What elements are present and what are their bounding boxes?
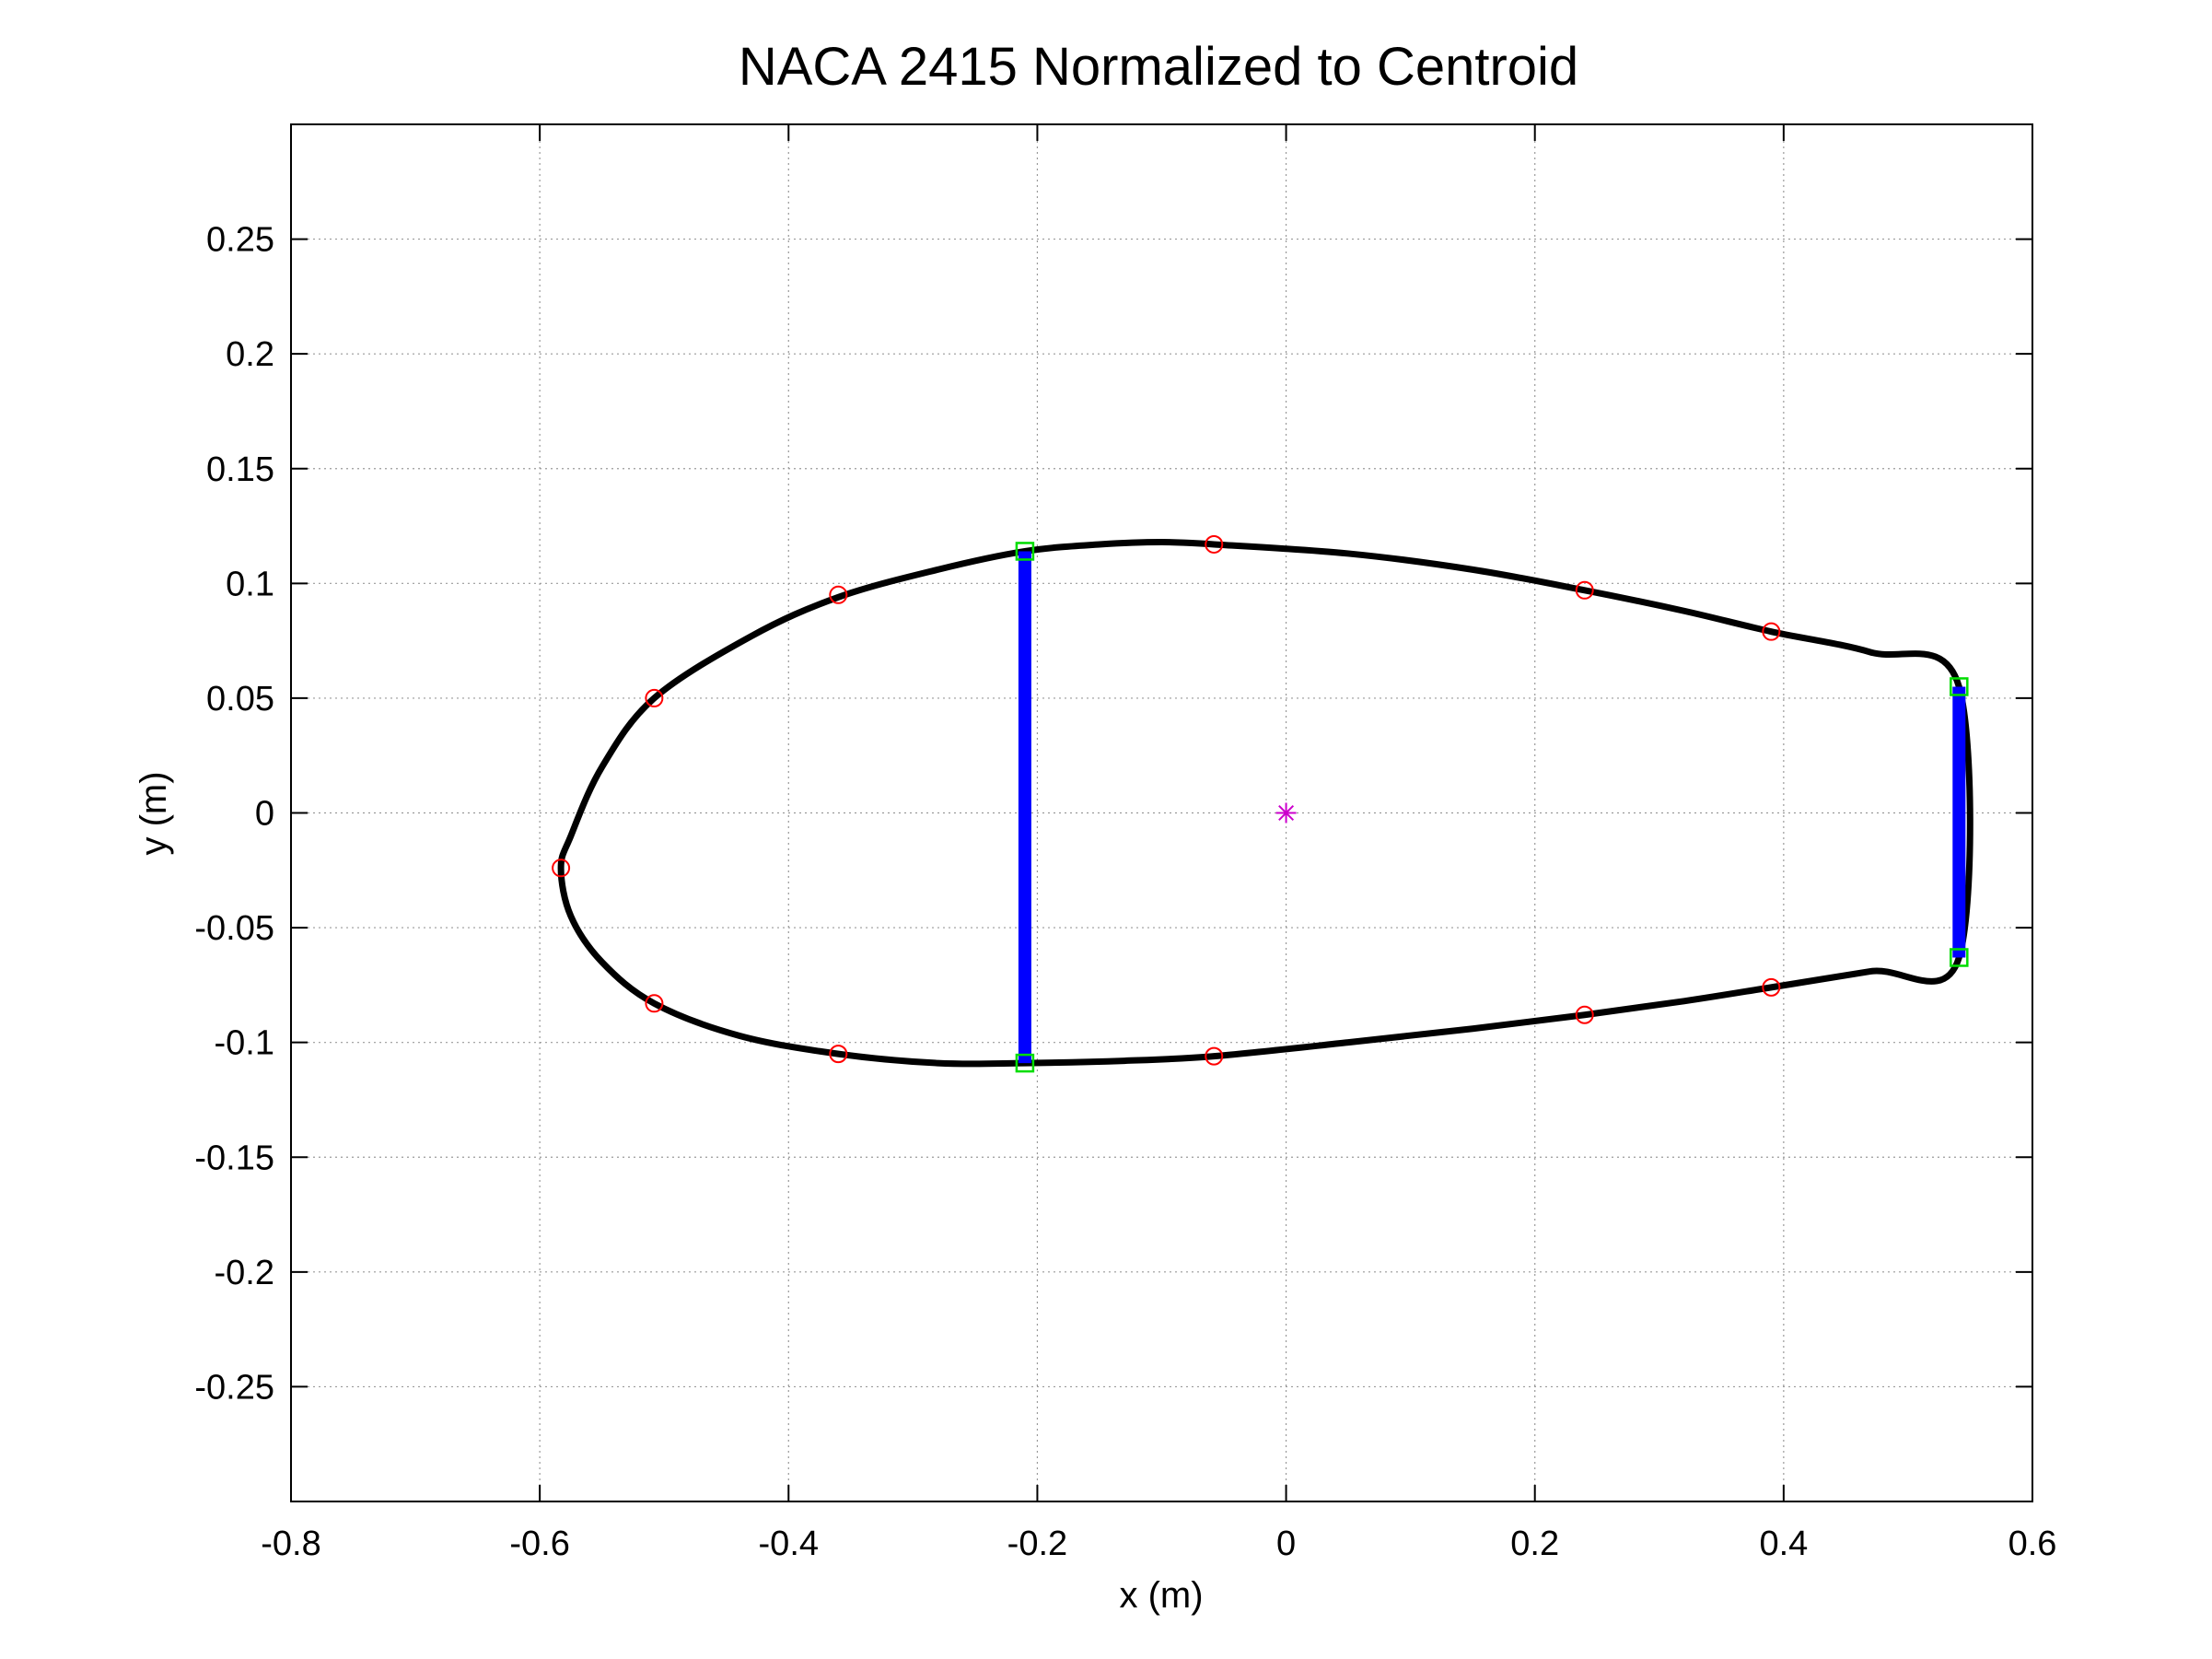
y-tick-label: 0.1 bbox=[226, 565, 274, 603]
circle-marker bbox=[552, 859, 571, 878]
x-tick-label: -0.2 bbox=[1007, 1525, 1067, 1563]
x-tick-label: 0.4 bbox=[1759, 1525, 1808, 1563]
tick-marks bbox=[290, 124, 2033, 1501]
circle-marker bbox=[829, 1045, 848, 1064]
circle-marker bbox=[1762, 977, 1781, 997]
x-axis-label: x (m) bbox=[1119, 1575, 1203, 1616]
x-tick-label: -0.6 bbox=[509, 1525, 569, 1563]
y-axis-label: y (m) bbox=[134, 771, 174, 855]
centroid-asterisk-stroke bbox=[1278, 805, 1295, 821]
square-marker bbox=[1950, 948, 1969, 967]
circle-marker bbox=[1575, 1005, 1594, 1024]
y-tick-labels: 0.25 0.2 0.15 0.1 0.05 0 -0.05 -0.1 -0.15 -0.2 -0.… bbox=[194, 221, 274, 1408]
y-tick-label: -0.2 bbox=[215, 1254, 274, 1292]
y-tick-label: -0.15 bbox=[194, 1139, 274, 1177]
chart-title: NACA 2415 Normalized to Centroid bbox=[739, 37, 1578, 97]
x-tick-label: 0.6 bbox=[2008, 1525, 2057, 1563]
y-tick-label: 0 bbox=[255, 795, 274, 834]
circle-marker bbox=[829, 585, 848, 604]
y-tick-label: -0.1 bbox=[215, 1024, 274, 1063]
data-markers bbox=[552, 534, 1969, 1073]
plot-frame bbox=[290, 123, 2033, 1502]
y-tick-label: 0.25 bbox=[206, 221, 274, 260]
y-tick-label: 0.15 bbox=[206, 450, 274, 489]
y-tick-label: -0.05 bbox=[194, 909, 274, 948]
x-tick-label: -0.4 bbox=[759, 1525, 819, 1563]
airfoil-outline-line bbox=[557, 538, 1973, 1068]
centroid-marker bbox=[1275, 802, 1297, 824]
y-tick-label: -0.25 bbox=[194, 1368, 274, 1407]
circle-marker bbox=[645, 688, 664, 707]
data-series bbox=[557, 538, 1973, 1068]
square-marker bbox=[1015, 542, 1035, 561]
circle-marker bbox=[1205, 534, 1224, 554]
y-tick-label: 0.2 bbox=[226, 335, 274, 374]
x-tick-labels: -0.8 -0.6 -0.4 -0.2 0 0.2 0.4 0.6 bbox=[261, 1525, 2056, 1563]
x-tick-label: 0.2 bbox=[1510, 1525, 1559, 1563]
circle-marker bbox=[645, 994, 664, 1013]
square-marker bbox=[1015, 1053, 1035, 1073]
x-tick-label: -0.8 bbox=[261, 1525, 320, 1563]
circle-marker bbox=[1205, 1046, 1224, 1066]
square-marker bbox=[1950, 677, 1969, 696]
circle-marker bbox=[1762, 622, 1781, 641]
x-tick-label: 0 bbox=[1276, 1525, 1296, 1563]
circle-marker bbox=[1575, 580, 1594, 600]
y-tick-label: 0.05 bbox=[206, 680, 274, 719]
